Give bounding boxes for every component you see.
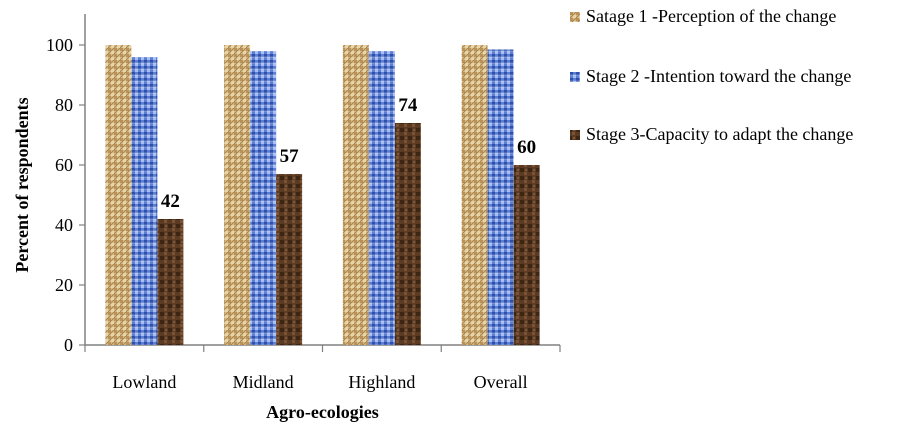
legend-label-1: Satage 1 -Perception of the change	[586, 6, 836, 26]
legend-swatch-1	[570, 12, 580, 22]
bar-series-1-highland	[342, 45, 369, 345]
data-label-lowland: 42	[161, 191, 180, 212]
bar-series-2-overall	[487, 49, 514, 345]
legend-label-2: Stage 2 -Intention toward the change	[586, 66, 851, 86]
bar-series-2-lowland	[131, 57, 158, 345]
y-tick-label: 0	[64, 335, 73, 355]
y-tick-label: 60	[55, 155, 73, 175]
x-tick-label: Lowland	[112, 372, 176, 392]
bar-series-1-lowland	[105, 45, 132, 345]
data-label-overall: 60	[517, 137, 536, 158]
bar-series-2-midland	[250, 51, 277, 345]
y-tick-label: 40	[55, 215, 73, 235]
data-label-highland: 74	[398, 95, 418, 116]
bar-series-2-highland	[368, 51, 395, 345]
legend-swatch-3	[570, 130, 580, 140]
bar-series-3-midland	[276, 174, 303, 345]
y-axis-title: Percent of respondents	[12, 97, 32, 272]
y-tick-label: 20	[55, 275, 73, 295]
x-tick-label: Overall	[474, 372, 528, 392]
y-tick-label: 80	[55, 95, 73, 115]
bar-series-3-lowland	[157, 219, 184, 345]
data-label-midland: 57	[280, 146, 300, 167]
bar-series-1-midland	[224, 45, 251, 345]
y-tick-label: 100	[46, 35, 73, 55]
x-tick-label: Highland	[348, 372, 415, 392]
bar-series-3-overall	[513, 165, 540, 345]
x-axis-title: Agro-ecologies	[266, 402, 379, 422]
x-tick-label: Midland	[233, 372, 294, 392]
legend-swatch-2	[570, 72, 580, 82]
bar-series-1-overall	[461, 45, 488, 345]
legend-label-3: Stage 3-Capacity to adapt the change	[586, 124, 853, 144]
bar-series-3-highland	[394, 123, 421, 345]
